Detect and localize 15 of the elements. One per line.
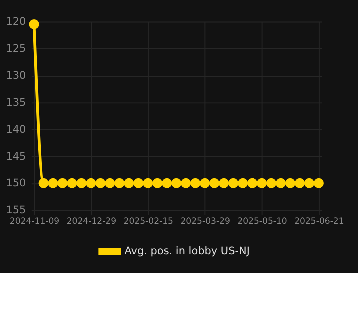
y-tick-label: 130 <box>6 70 26 82</box>
y-tick-label: 155 <box>6 204 26 217</box>
y-tick-label: 150 <box>6 178 26 190</box>
y-tick-label: 125 <box>6 43 26 56</box>
y-tick-label: 135 <box>6 96 26 109</box>
legend-label: Avg. pos. in lobby US-NJ <box>124 246 250 258</box>
x-tick-label: 2025-06-21 <box>294 217 344 228</box>
x-tick-label: 2025-03-29 <box>180 217 230 228</box>
x-tick-label: 2025-02-15 <box>124 217 174 228</box>
x-tick-label: 2024-11-09 <box>10 217 60 228</box>
y-tick-label: 145 <box>6 150 26 163</box>
y-tick-label: 120 <box>6 16 26 28</box>
x-tick-label: 2025-05-10 <box>238 217 288 228</box>
y-tick-label: 140 <box>6 124 26 136</box>
x-tick-label: 2024-12-29 <box>66 217 117 228</box>
